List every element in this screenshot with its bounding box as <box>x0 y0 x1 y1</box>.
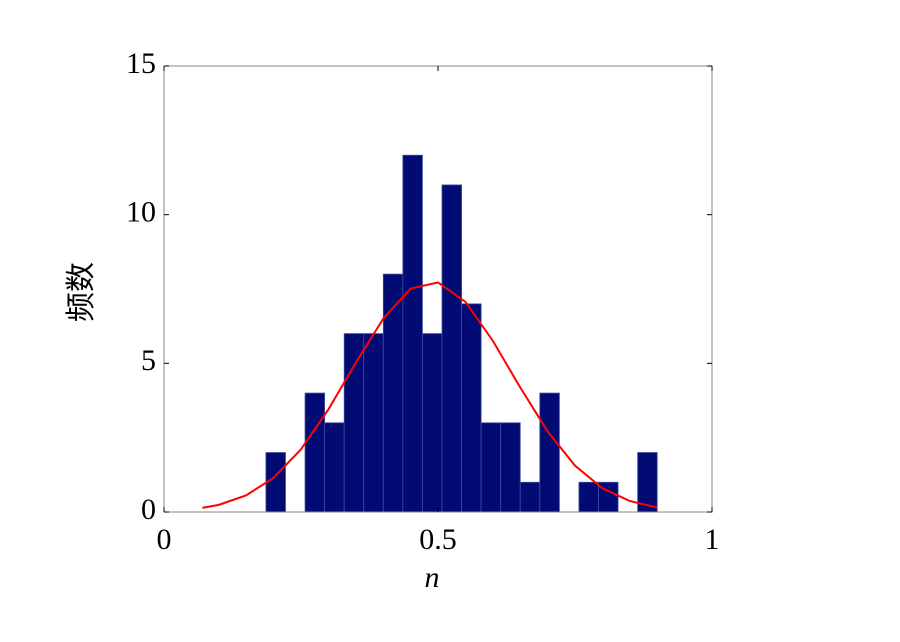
bar <box>402 154 423 513</box>
bar <box>461 303 482 513</box>
x-tick-label: 1 <box>705 523 720 556</box>
bar <box>382 273 404 513</box>
x-axis-label: n <box>425 561 440 594</box>
y-tick-label: 10 <box>126 196 156 229</box>
bar <box>500 422 521 513</box>
y-tick-label: 15 <box>126 47 156 80</box>
bar <box>363 333 384 513</box>
bar <box>422 333 443 513</box>
y-tick-label: 5 <box>141 344 156 377</box>
bar <box>343 333 365 513</box>
fit-curve <box>202 281 658 509</box>
bar <box>304 392 326 513</box>
y-tick-label: 0 <box>141 493 156 526</box>
bar <box>519 481 541 513</box>
bar <box>539 392 560 513</box>
y-axis-label: 频数 <box>65 262 98 322</box>
x-tick-label: 0 <box>157 523 172 556</box>
bar <box>265 452 286 513</box>
bar <box>324 422 345 513</box>
bar <box>480 422 502 513</box>
bar <box>441 184 462 513</box>
bar <box>578 481 599 513</box>
x-tick-label: 0.5 <box>419 523 457 556</box>
